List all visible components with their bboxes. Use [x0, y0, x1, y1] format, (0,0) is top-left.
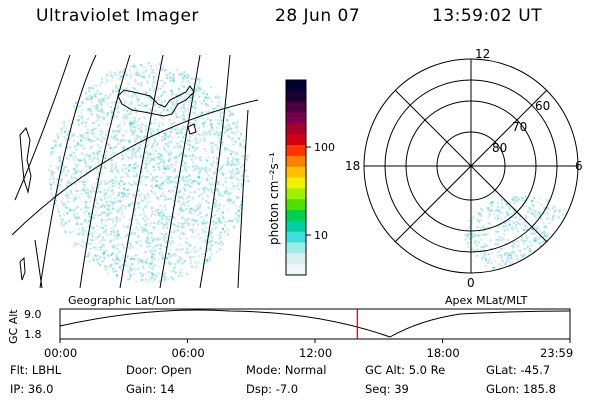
colorbar-swatch	[286, 112, 306, 124]
mlat-label-70: 70	[512, 120, 527, 134]
colorbar-swatch	[286, 210, 306, 222]
colorbar-swatch	[286, 90, 306, 103]
colorbar-swatch	[286, 123, 306, 135]
time-tick-label: 12:00	[299, 346, 332, 360]
footer-dsp: Dsp: -7.0	[246, 382, 299, 396]
footer-ip: IP: 36.0	[10, 382, 54, 396]
time-axis: 00:00 06:00 12:00 18:00 23:59	[44, 339, 573, 360]
footer-gc-alt: GC Alt: 5.0 Re	[365, 363, 446, 377]
altitude-tick-low: 1.8	[24, 328, 42, 341]
coastline-outline	[187, 123, 197, 135]
mlat-label-60: 60	[535, 99, 550, 113]
time-tick-label: 00:00	[44, 346, 77, 360]
colorbar-swatch	[286, 145, 306, 157]
colorbar-frame	[285, 79, 307, 276]
colorbar-tick-label-100: 100	[314, 141, 335, 154]
time-tick-label: 18:00	[427, 346, 460, 360]
altitude-plot: 00:00 06:00 12:00 18:00 23:59 9.0 1.8 GC Alt	[7, 308, 573, 360]
uv-emission-polar	[464, 195, 578, 273]
time-tick-label: 06:00	[172, 346, 205, 360]
instrument-title: Ultraviolet Imager	[36, 6, 199, 26]
polar-caption: Apex MLat/MLT	[445, 294, 528, 307]
footer-door: Door: Open	[126, 363, 192, 377]
meridian-line	[237, 109, 249, 288]
mlt-line-diagonal	[394, 89, 548, 243]
footer-gain: Gain: 14	[126, 382, 175, 396]
meridian-line	[14, 55, 71, 201]
footer-filter: Flt: LBHL	[10, 363, 62, 377]
colorbar-swatch	[286, 101, 306, 114]
altitude-axis-label: GC Alt	[7, 309, 20, 344]
colorbar-swatch	[286, 166, 306, 179]
colorbar: 100 10 photon cm⁻²s⁻¹	[267, 79, 335, 276]
altitude-tick-high: 9.0	[24, 308, 42, 321]
footer-seq: Seq: 39	[365, 382, 409, 396]
observation-date: 28 Jun 07	[275, 6, 361, 26]
coastline-outline	[19, 256, 26, 281]
coastline-outline	[19, 127, 32, 194]
meridian-line	[39, 55, 97, 288]
colorbar-swatch	[286, 155, 306, 168]
meridian-line	[119, 55, 164, 288]
colorbar-swatch	[286, 264, 306, 276]
map-caption: Geographic Lat/Lon	[68, 294, 176, 307]
footer-glat: GLat: -45.7	[486, 363, 551, 377]
time-tick-label: 23:59	[540, 346, 573, 360]
colorbar-swatch	[286, 134, 306, 146]
observation-time: 13:59:02 UT	[432, 6, 543, 26]
mlt-label-midnight: 0	[467, 276, 475, 290]
mlt-label-noon: 12	[475, 47, 490, 61]
geographic-map	[12, 55, 259, 288]
meridian-line	[199, 55, 231, 288]
footer-glon: GLon: 185.8	[486, 382, 556, 396]
colorbar-swatch	[286, 177, 306, 189]
colorbar-scale	[286, 80, 306, 276]
colorbar-swatch	[286, 242, 306, 254]
orbit-altitude-curve	[59, 309, 571, 338]
mlt-label-dusk: 18	[345, 159, 360, 173]
latitude-line	[12, 99, 259, 236]
colorbar-unit-label: photon cm⁻²s⁻¹	[267, 152, 281, 245]
colorbar-swatch	[286, 199, 306, 211]
mlt-label-dawn: 6	[575, 159, 583, 173]
footer-mode: Mode: Normal	[246, 363, 327, 377]
colorbar-swatch	[286, 188, 306, 200]
colorbar-swatch	[286, 253, 306, 265]
colorbar-swatch	[286, 231, 306, 244]
meridian-line	[34, 239, 43, 288]
mlat-label-80: 80	[492, 141, 507, 155]
colorbar-tick-label-10: 10	[314, 229, 328, 242]
colorbar-swatch	[286, 220, 306, 233]
colorbar-swatch	[286, 80, 306, 92]
coastline-outline	[117, 85, 195, 117]
polar-plot: 12 6 0 18 60 70 80	[345, 47, 583, 290]
meridian-line	[79, 55, 131, 288]
meridian-line	[159, 55, 201, 288]
